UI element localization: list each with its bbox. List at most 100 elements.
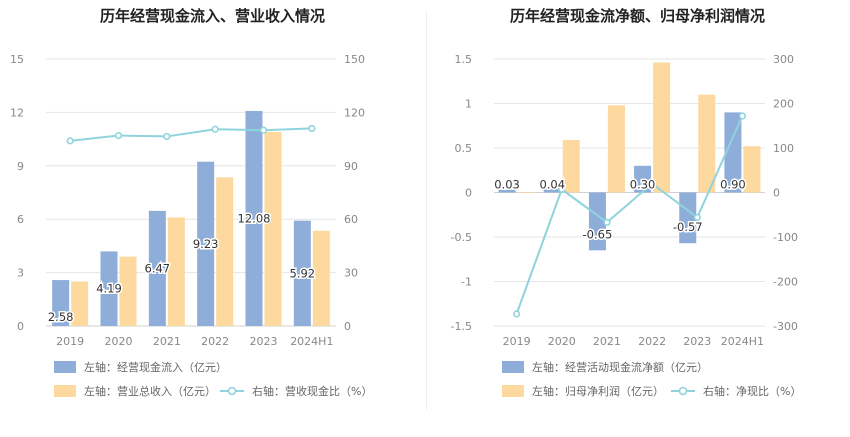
bar-primary-2024H1	[724, 112, 742, 193]
x-axis-tick: 2019	[56, 335, 84, 348]
left-axis-tick: -1	[461, 276, 472, 289]
data-label: 12.08	[238, 211, 271, 225]
bar-primary-2022	[634, 165, 652, 193]
line-point-2019	[66, 137, 74, 145]
left-axis-tick: 0	[465, 187, 472, 200]
data-label: -0.57	[673, 220, 703, 234]
legend-label-secondary: 左轴：营业总收入（亿元）	[84, 384, 216, 398]
left-axis-tick: 0	[17, 320, 24, 333]
legend-label-primary: 左轴：经营活动现金流净额（亿元）	[532, 360, 708, 374]
bar-primary-2023	[679, 192, 697, 244]
data-label: 2.58	[48, 310, 74, 324]
right-axis-tick: -100	[773, 231, 798, 244]
legend-swatch-line-point	[678, 386, 688, 396]
bar-primary-2021	[588, 192, 606, 251]
left-axis-tick: 1.5	[455, 53, 473, 66]
series-line	[515, 115, 744, 315]
right-axis-tick: 60	[344, 213, 358, 226]
bar-secondary-2021	[167, 217, 185, 326]
data-label: 5.92	[290, 266, 316, 280]
legend-label-line: 右轴：净现比（%）	[703, 384, 801, 398]
line-point-2020	[558, 185, 566, 193]
bar-primary-2024H1	[293, 220, 311, 326]
series-line	[70, 127, 312, 142]
right-axis-tick: 90	[344, 160, 358, 173]
bar-secondary-2023	[698, 94, 716, 193]
data-label: 4.19	[96, 282, 122, 296]
bar-primary-2022	[197, 161, 215, 326]
bar-secondary-2024H1	[312, 230, 330, 326]
legend-swatch-secondary	[54, 385, 76, 397]
left-axis-tick: 12	[10, 106, 24, 119]
bar-secondary-2024H1	[743, 146, 761, 193]
legend-swatch-primary	[54, 361, 76, 373]
x-axis-tick: 2021	[153, 335, 181, 348]
data-label: 9.23	[193, 237, 219, 251]
right-axis-tick: 100	[773, 142, 794, 155]
bar-secondary-2022	[216, 177, 234, 326]
bar-secondary-2019	[517, 192, 535, 193]
right-axis-tick: 120	[344, 106, 365, 119]
legend-swatch-secondary	[502, 385, 524, 397]
chart-title: 历年经营现金流净额、归母净利润情况	[510, 7, 765, 25]
data-label: 0.03	[494, 178, 520, 192]
left-axis-tick: -1.5	[451, 320, 472, 333]
legend-label-secondary: 左轴：归母净利润（亿元）	[532, 384, 664, 398]
data-label: 6.47	[145, 261, 171, 275]
data-label: 0.30	[630, 178, 656, 192]
x-axis-tick: 2020	[105, 335, 133, 348]
x-axis-tick: 2024H1	[290, 335, 333, 348]
bar-secondary-2020	[119, 256, 137, 326]
left-axis-tick: -0.5	[451, 231, 472, 244]
bar-primary-2019	[52, 280, 70, 326]
x-axis-tick: 2024H1	[721, 335, 764, 348]
panel-divider	[426, 10, 427, 410]
left-axis-tick: 0.5	[455, 142, 473, 155]
right-axis-tick: 30	[344, 267, 358, 280]
x-axis-tick: 2020	[548, 335, 576, 348]
data-label: -0.65	[583, 227, 613, 241]
bar-primary-2020	[100, 251, 118, 326]
chart-title: 历年经营现金流入、营业收入情况	[100, 7, 325, 25]
data-label: 0.04	[539, 178, 565, 192]
x-axis-tick: 2022	[638, 335, 666, 348]
left-axis-tick: 1	[465, 98, 472, 111]
legend-label-primary: 左轴：经营现金流入（亿元）	[84, 360, 227, 374]
line-point-2023	[693, 213, 701, 222]
line-point-2021	[603, 218, 611, 226]
x-axis-tick: 2023	[250, 335, 278, 348]
net-cashflow-profit-chart: 历年经营现金流净额、归母净利润情况 -1.5 -300 -1 -200 -0.5 -100 0…	[451, 7, 802, 398]
bar-primary-2019	[498, 189, 516, 193]
legend-swatch-line-point	[227, 386, 237, 396]
line-point-2023	[259, 126, 268, 134]
left-axis-tick: 9	[17, 160, 24, 173]
line-point-2024H1	[738, 112, 747, 120]
legend-swatch-primary	[502, 361, 524, 373]
line-point-2024H1	[308, 124, 316, 133]
cash-inflow-revenue-chart: 历年经营现金流入、营业收入情况 0 0 3 30 6 60 9 90 12 120 15 150 2019…	[10, 7, 372, 398]
bar-secondary-2023	[264, 131, 282, 326]
bar-primary-2023	[245, 110, 263, 326]
right-axis-tick: 0	[773, 187, 780, 200]
line-point-2020	[114, 131, 123, 140]
line-point-2022	[211, 125, 219, 133]
bar-secondary-2021	[607, 105, 625, 193]
left-axis-tick: 3	[17, 267, 24, 280]
legend-label-line: 右轴：营收现金比（%）	[252, 384, 372, 398]
x-axis-tick: 2019	[503, 335, 531, 348]
bar-secondary-2019	[71, 281, 89, 326]
bar-secondary-2020	[562, 139, 580, 193]
line-point-2021	[163, 132, 171, 141]
line-point-2022	[648, 180, 656, 188]
bar-secondary-2022	[653, 62, 671, 193]
x-axis-tick: 2023	[683, 335, 711, 348]
bar-primary-2021	[148, 210, 166, 326]
right-axis-tick: 0	[344, 320, 351, 333]
bar-primary-2020	[543, 188, 561, 193]
x-axis-tick: 2021	[593, 335, 621, 348]
right-axis-tick: 300	[773, 53, 794, 66]
right-axis-tick: -300	[773, 320, 798, 333]
left-axis-tick: 15	[10, 53, 24, 66]
left-axis-tick: 6	[17, 213, 24, 226]
